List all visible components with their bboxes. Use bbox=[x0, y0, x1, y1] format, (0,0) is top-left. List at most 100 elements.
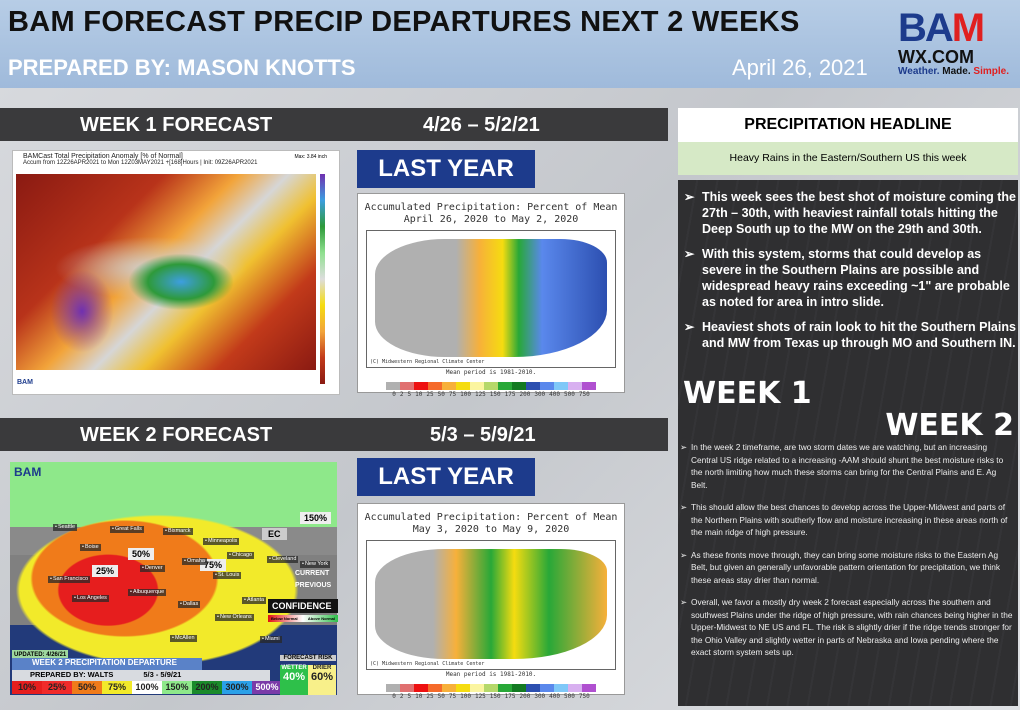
week2-header-bar: WEEK 2 FORECAST 5/3 – 5/9/21 bbox=[0, 418, 668, 451]
scale-swatch bbox=[540, 684, 554, 692]
scale-label: 175 bbox=[504, 693, 516, 700]
scale-swatch bbox=[554, 684, 568, 692]
page-title: BAM FORECAST PRECIP DEPARTURES NEXT 2 WE… bbox=[8, 6, 800, 38]
forecast-risk-label: FORECAST RISK bbox=[280, 655, 336, 661]
scale-label: 5 bbox=[407, 693, 412, 700]
week1-label: WEEK 1 FORECAST bbox=[80, 114, 273, 136]
scale-label: 300 bbox=[534, 391, 546, 398]
date: April 26, 2021 bbox=[732, 55, 868, 80]
scale-swatch bbox=[582, 684, 596, 692]
scale-swatch bbox=[512, 382, 526, 390]
scale-label: 25 bbox=[426, 391, 434, 398]
scale-label: 150 bbox=[489, 693, 501, 700]
city-label: Bismarck bbox=[163, 528, 193, 535]
bam-logo: BAM WX.COM Weather. Made. Simple. bbox=[898, 8, 1018, 80]
week1-bullet: This week sees the best shot of moisture… bbox=[678, 189, 1018, 237]
scale-label: 50 bbox=[437, 391, 445, 398]
discussion-panel: This week sees the best shot of moisture… bbox=[678, 180, 1018, 706]
scale-label: 25 bbox=[426, 693, 434, 700]
scale-label: 300 bbox=[534, 693, 546, 700]
legend-item: 50% bbox=[72, 681, 102, 694]
scale-label: 175 bbox=[504, 391, 516, 398]
scale-swatch bbox=[400, 684, 414, 692]
city-label: St. Louis bbox=[213, 572, 242, 579]
precip-map-image bbox=[375, 239, 607, 357]
scale-label: 2 bbox=[399, 693, 404, 700]
week2-map-prepared: PREPARED BY: WALTS 5/3 - 5/9/21 bbox=[12, 670, 270, 681]
last-year-label-1: LAST YEAR bbox=[357, 150, 535, 188]
wetter-risk: WETTER 40% bbox=[280, 665, 308, 695]
week1-tag: WEEK 1 bbox=[683, 376, 812, 411]
scale-label: 400 bbox=[549, 693, 561, 700]
scale-swatch bbox=[386, 684, 400, 692]
city-label: Great Falls bbox=[110, 526, 144, 533]
week2-bullet: As these fronts move through, they can b… bbox=[678, 549, 1014, 587]
updated-label: UPDATED: 4/26/21 bbox=[12, 650, 69, 660]
scale-swatch bbox=[526, 684, 540, 692]
legend-item: 75% bbox=[102, 681, 132, 694]
city-label: Dallas bbox=[178, 601, 201, 608]
logo-sub: WX.COM bbox=[898, 47, 974, 67]
scale-swatch bbox=[568, 684, 582, 692]
legend-item: 500% bbox=[252, 681, 282, 694]
scale-label: 2 bbox=[399, 391, 404, 398]
scale-swatch bbox=[386, 382, 400, 390]
scale-label: 750 bbox=[578, 693, 590, 700]
scale-swatch bbox=[428, 382, 442, 390]
scale-label: 0 bbox=[392, 693, 396, 700]
scale-label: 500 bbox=[564, 693, 575, 700]
headline-label: PRECIPITATION HEADLINE bbox=[678, 108, 1018, 142]
week2-label: WEEK 2 FORECAST bbox=[80, 424, 273, 446]
week1-dates: 4/26 – 5/2/21 bbox=[423, 114, 540, 136]
scale-label: 200 bbox=[519, 693, 531, 700]
last-year-map-1: Accumulated Precipitation: Percent of Me… bbox=[357, 193, 625, 398]
week2-map-title: WEEK 2 PRECIPITATION DEPARTURE bbox=[12, 658, 202, 670]
week1-bullet: With this system, storms that could deve… bbox=[678, 246, 1018, 310]
scale-swatch bbox=[498, 382, 512, 390]
scale-label: 500 bbox=[564, 391, 575, 398]
prepared-by: PREPARED BY: MASON KNOTTS bbox=[8, 55, 356, 80]
scale-label: 10 bbox=[415, 693, 423, 700]
city-label: New York bbox=[300, 561, 331, 568]
week1-forecast-map: BAMCast Total Precipitation Anomaly [% o… bbox=[12, 150, 340, 395]
scale-label: 200 bbox=[519, 391, 531, 398]
city-label: Boise bbox=[80, 544, 101, 551]
city-label: Miami bbox=[260, 636, 282, 643]
scale-swatch bbox=[470, 684, 484, 692]
header-banner bbox=[0, 0, 1020, 88]
scale-swatch bbox=[568, 382, 582, 390]
legend-item: 150% bbox=[162, 681, 192, 694]
legend-item: 200% bbox=[192, 681, 222, 694]
last-year-label-2: LAST YEAR bbox=[357, 458, 535, 496]
bam-small-logo: BAM bbox=[17, 379, 33, 386]
scale-label: 50 bbox=[437, 693, 445, 700]
week2-dates: 5/3 – 5/9/21 bbox=[430, 424, 536, 446]
scale-label: 150 bbox=[489, 391, 501, 398]
scale-swatch bbox=[512, 684, 526, 692]
scale-swatch bbox=[540, 382, 554, 390]
city-label: Minneapolis bbox=[203, 538, 240, 545]
scale-label: 75 bbox=[448, 693, 457, 700]
legend-item: 300% bbox=[222, 681, 252, 694]
scale-swatch bbox=[582, 382, 596, 390]
scale-label: 0 bbox=[392, 391, 396, 398]
scale-swatch bbox=[414, 684, 428, 692]
scale-swatch bbox=[554, 382, 568, 390]
city-label: Omaha bbox=[182, 558, 207, 565]
week2-legend: 10% 25% 50% 75% 100% 150% 200% 300% 500% bbox=[12, 681, 282, 694]
week2-bullet: This should allow the best chances to de… bbox=[678, 501, 1014, 539]
drier-risk: DRIER 60% bbox=[308, 665, 336, 695]
scale-swatch bbox=[400, 382, 414, 390]
scale-swatch bbox=[414, 382, 428, 390]
legend-item: 25% bbox=[42, 681, 72, 694]
scale-swatch bbox=[470, 382, 484, 390]
last-year-map-2: Accumulated Precipitation: Percent of Me… bbox=[357, 503, 625, 700]
scale-label: 5 bbox=[407, 391, 412, 398]
scale-swatch bbox=[442, 684, 456, 692]
confidence-scale: Below Normal Above Normal bbox=[268, 615, 338, 622]
current-marker-label: CURRENT bbox=[295, 570, 330, 577]
confidence-label: CONFIDENCE bbox=[268, 599, 338, 613]
headline-text: Heavy Rains in the Eastern/Southern US t… bbox=[678, 142, 1018, 175]
week2-forecast-map: BAM 25% 50% 75% 150% EC CURRENT PREVIOUS… bbox=[10, 462, 338, 695]
city-label: Albuquerque bbox=[128, 589, 167, 596]
